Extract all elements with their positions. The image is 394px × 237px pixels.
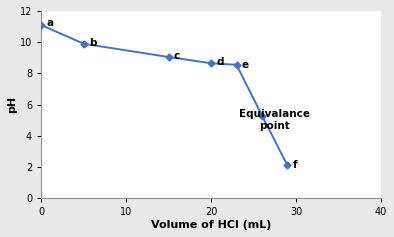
Text: f: f [293, 160, 297, 170]
Text: d: d [216, 57, 224, 67]
X-axis label: Volume of HCl (mL): Volume of HCl (mL) [151, 220, 271, 230]
Text: Equivalance
point: Equivalance point [239, 109, 310, 131]
Y-axis label: pH: pH [7, 96, 17, 113]
Text: c: c [174, 51, 180, 61]
Text: a: a [46, 18, 53, 28]
Text: b: b [89, 38, 96, 48]
Text: e: e [242, 60, 249, 70]
